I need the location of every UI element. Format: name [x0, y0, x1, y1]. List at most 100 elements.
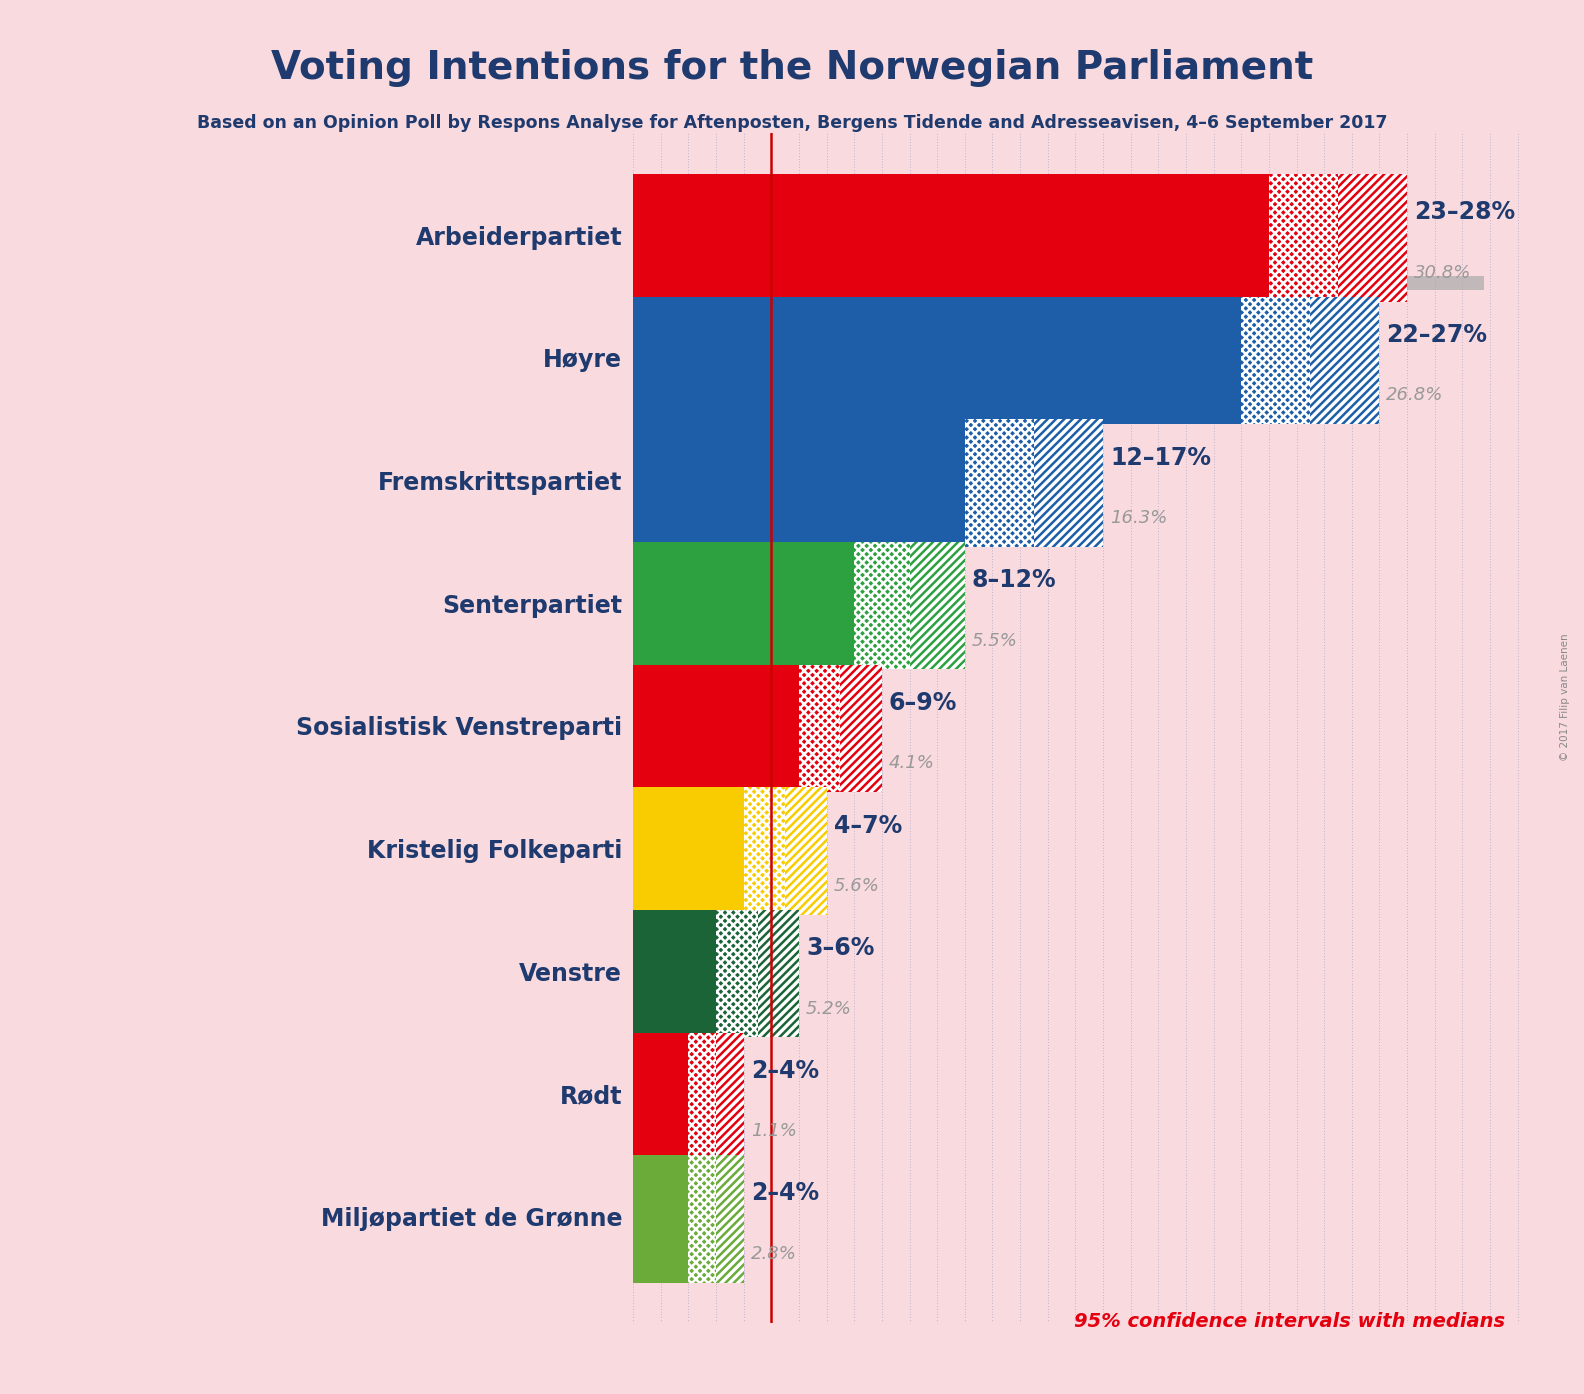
Bar — [716, 1156, 744, 1282]
Text: Kristelig Folkeparti: Kristelig Folkeparti — [367, 839, 623, 863]
Text: 12–17%: 12–17% — [1110, 446, 1210, 470]
Bar — [634, 882, 827, 910]
Text: 8–12%: 8–12% — [971, 569, 1057, 592]
Bar — [634, 420, 965, 546]
Bar — [634, 269, 1407, 297]
Bar — [634, 1033, 689, 1160]
Text: 5.5%: 5.5% — [971, 631, 1017, 650]
Bar — [716, 910, 757, 1037]
Bar — [798, 665, 841, 792]
Text: 5.2%: 5.2% — [806, 999, 852, 1018]
Bar — [689, 1156, 716, 1282]
Bar — [634, 1250, 744, 1278]
Bar — [1338, 174, 1407, 301]
Bar — [634, 788, 744, 914]
Text: 4.1%: 4.1% — [889, 754, 935, 772]
Bar — [716, 910, 757, 1037]
Bar — [634, 514, 1102, 542]
Bar — [689, 1033, 716, 1160]
Bar — [634, 1135, 664, 1149]
Bar — [634, 542, 854, 669]
Text: 1.1%: 1.1% — [751, 1122, 797, 1140]
Bar — [744, 788, 786, 914]
Bar — [634, 910, 716, 1037]
Text: 6–9%: 6–9% — [889, 691, 957, 715]
Bar — [841, 665, 882, 792]
Text: 23–28%: 23–28% — [1415, 201, 1514, 224]
Bar — [1242, 297, 1310, 424]
Bar — [634, 269, 1407, 297]
Text: Arbeiderpartiet: Arbeiderpartiet — [415, 226, 623, 250]
Bar — [634, 276, 1484, 290]
Bar — [634, 1128, 744, 1156]
Bar — [634, 1257, 711, 1271]
Bar — [716, 1033, 744, 1160]
Bar — [634, 1250, 744, 1278]
Bar — [1034, 420, 1102, 546]
Text: 5.6%: 5.6% — [833, 877, 879, 895]
Bar — [689, 1156, 716, 1282]
Text: 2.8%: 2.8% — [751, 1245, 797, 1263]
Bar — [634, 1156, 689, 1282]
Bar — [634, 767, 746, 781]
Bar — [634, 1005, 798, 1033]
Text: © 2017 Filip van Laenen: © 2017 Filip van Laenen — [1560, 633, 1570, 761]
Bar — [634, 392, 1380, 420]
Text: 4–7%: 4–7% — [833, 814, 901, 838]
Bar — [634, 1012, 776, 1026]
Bar — [1242, 297, 1310, 424]
Bar — [634, 174, 1269, 301]
Text: Based on an Opinion Poll by Respons Analyse for Aftenposten, Bergens Tidende and: Based on an Opinion Poll by Respons Anal… — [196, 114, 1388, 132]
Bar — [786, 788, 827, 914]
Bar — [1269, 174, 1338, 301]
Bar — [634, 637, 965, 665]
Text: 95% confidence intervals with medians: 95% confidence intervals with medians — [1074, 1312, 1505, 1331]
Bar — [1338, 174, 1407, 301]
Text: Miljøpartiet de Grønne: Miljøpartiet de Grønne — [320, 1207, 623, 1231]
Bar — [965, 420, 1034, 546]
Bar — [1310, 297, 1380, 424]
Bar — [854, 542, 909, 669]
Bar — [909, 542, 965, 669]
Bar — [634, 882, 827, 910]
Text: Fremskrittspartiet: Fremskrittspartiet — [377, 471, 623, 495]
Bar — [634, 297, 1242, 424]
Bar — [634, 1005, 798, 1033]
Text: 30.8%: 30.8% — [1415, 263, 1472, 282]
Bar — [716, 1033, 744, 1160]
Bar — [634, 399, 1373, 413]
Bar — [634, 521, 1083, 535]
Bar — [1310, 297, 1380, 424]
Bar — [634, 760, 882, 788]
Bar — [634, 644, 786, 658]
Bar — [716, 1156, 744, 1282]
Bar — [634, 514, 1102, 542]
Text: Høyre: Høyre — [543, 348, 623, 372]
Bar — [1269, 174, 1338, 301]
Bar — [757, 910, 798, 1037]
Bar — [798, 665, 841, 792]
Bar — [757, 910, 798, 1037]
Text: 26.8%: 26.8% — [1386, 386, 1443, 404]
Bar — [689, 1033, 716, 1160]
Bar — [634, 1128, 744, 1156]
Bar — [854, 542, 909, 669]
Bar — [744, 788, 786, 914]
Bar — [634, 760, 882, 788]
Bar — [634, 889, 787, 903]
Bar — [634, 392, 1380, 420]
Text: Sosialistisk Venstreparti: Sosialistisk Venstreparti — [296, 717, 623, 740]
Text: 22–27%: 22–27% — [1386, 323, 1487, 347]
Bar — [841, 665, 882, 792]
Bar — [634, 637, 965, 665]
Text: 2–4%: 2–4% — [751, 1182, 819, 1206]
Bar — [786, 788, 827, 914]
Bar — [965, 420, 1034, 546]
Text: 16.3%: 16.3% — [1110, 509, 1167, 527]
Text: Rødt: Rødt — [559, 1085, 623, 1108]
Bar — [909, 542, 965, 669]
Text: 2–4%: 2–4% — [751, 1059, 819, 1083]
Text: Venstre: Venstre — [520, 962, 623, 986]
Bar — [634, 665, 798, 792]
Text: 3–6%: 3–6% — [806, 937, 874, 960]
